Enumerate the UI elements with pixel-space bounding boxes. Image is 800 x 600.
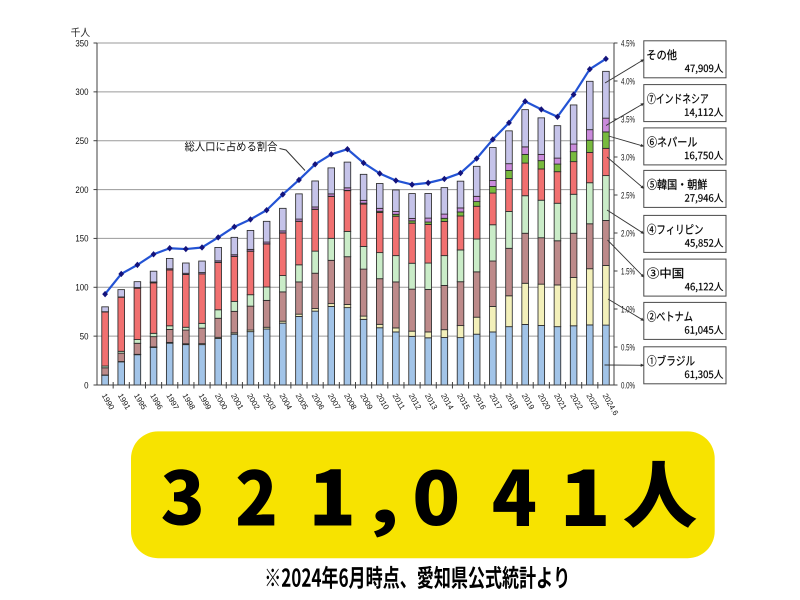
- svg-text:1991: 1991: [116, 392, 132, 411]
- svg-text:100: 100: [75, 283, 88, 293]
- svg-text:3.5%: 3.5%: [621, 114, 635, 124]
- svg-text:2014: 2014: [439, 392, 456, 412]
- svg-text:2022: 2022: [568, 392, 584, 411]
- svg-text:50: 50: [80, 331, 89, 341]
- svg-text:250: 250: [75, 136, 88, 146]
- svg-text:4.5%: 4.5%: [621, 38, 635, 48]
- svg-text:2020: 2020: [536, 392, 553, 412]
- svg-text:2019: 2019: [520, 392, 536, 411]
- svg-text:2004: 2004: [277, 392, 294, 412]
- svg-text:1.5%: 1.5%: [621, 266, 635, 276]
- svg-text:2008: 2008: [342, 392, 358, 411]
- svg-text:1.0%: 1.0%: [621, 304, 635, 314]
- svg-text:3.0%: 3.0%: [621, 152, 635, 162]
- svg-text:0: 0: [84, 380, 88, 390]
- svg-text:2000: 2000: [213, 392, 230, 412]
- svg-text:1999: 1999: [197, 392, 213, 411]
- svg-text:2006: 2006: [310, 392, 326, 411]
- svg-text:2016: 2016: [471, 392, 487, 411]
- svg-text:2011: 2011: [391, 392, 407, 411]
- svg-text:1997: 1997: [164, 392, 180, 411]
- svg-text:1998: 1998: [181, 392, 197, 411]
- svg-text:2.0%: 2.0%: [621, 228, 635, 238]
- svg-text:0.0%: 0.0%: [621, 380, 635, 390]
- svg-text:2010: 2010: [374, 392, 391, 412]
- svg-text:2007: 2007: [326, 392, 342, 411]
- svg-text:2001: 2001: [229, 392, 245, 411]
- svg-text:2.5%: 2.5%: [621, 190, 635, 200]
- svg-text:2017: 2017: [487, 392, 503, 411]
- svg-text:2024.6: 2024.6: [601, 392, 621, 417]
- svg-text:0.5%: 0.5%: [621, 342, 635, 352]
- svg-text:2023: 2023: [584, 392, 600, 411]
- svg-text:4.0%: 4.0%: [621, 76, 635, 86]
- svg-text:2003: 2003: [261, 392, 277, 411]
- svg-text:2009: 2009: [358, 392, 374, 411]
- svg-text:2005: 2005: [294, 392, 311, 412]
- svg-text:300: 300: [75, 87, 88, 97]
- svg-text:2012: 2012: [407, 392, 423, 411]
- svg-text:2015: 2015: [455, 392, 472, 412]
- svg-text:2002: 2002: [245, 392, 261, 411]
- svg-text:200: 200: [75, 185, 88, 195]
- svg-text:2021: 2021: [552, 392, 568, 411]
- svg-text:2013: 2013: [423, 392, 439, 411]
- svg-text:1996: 1996: [148, 392, 164, 411]
- svg-text:1995: 1995: [132, 392, 149, 412]
- svg-text:150: 150: [75, 234, 88, 244]
- svg-text:350: 350: [75, 38, 88, 48]
- svg-text:1990: 1990: [100, 392, 117, 412]
- svg-text:2018: 2018: [504, 392, 520, 411]
